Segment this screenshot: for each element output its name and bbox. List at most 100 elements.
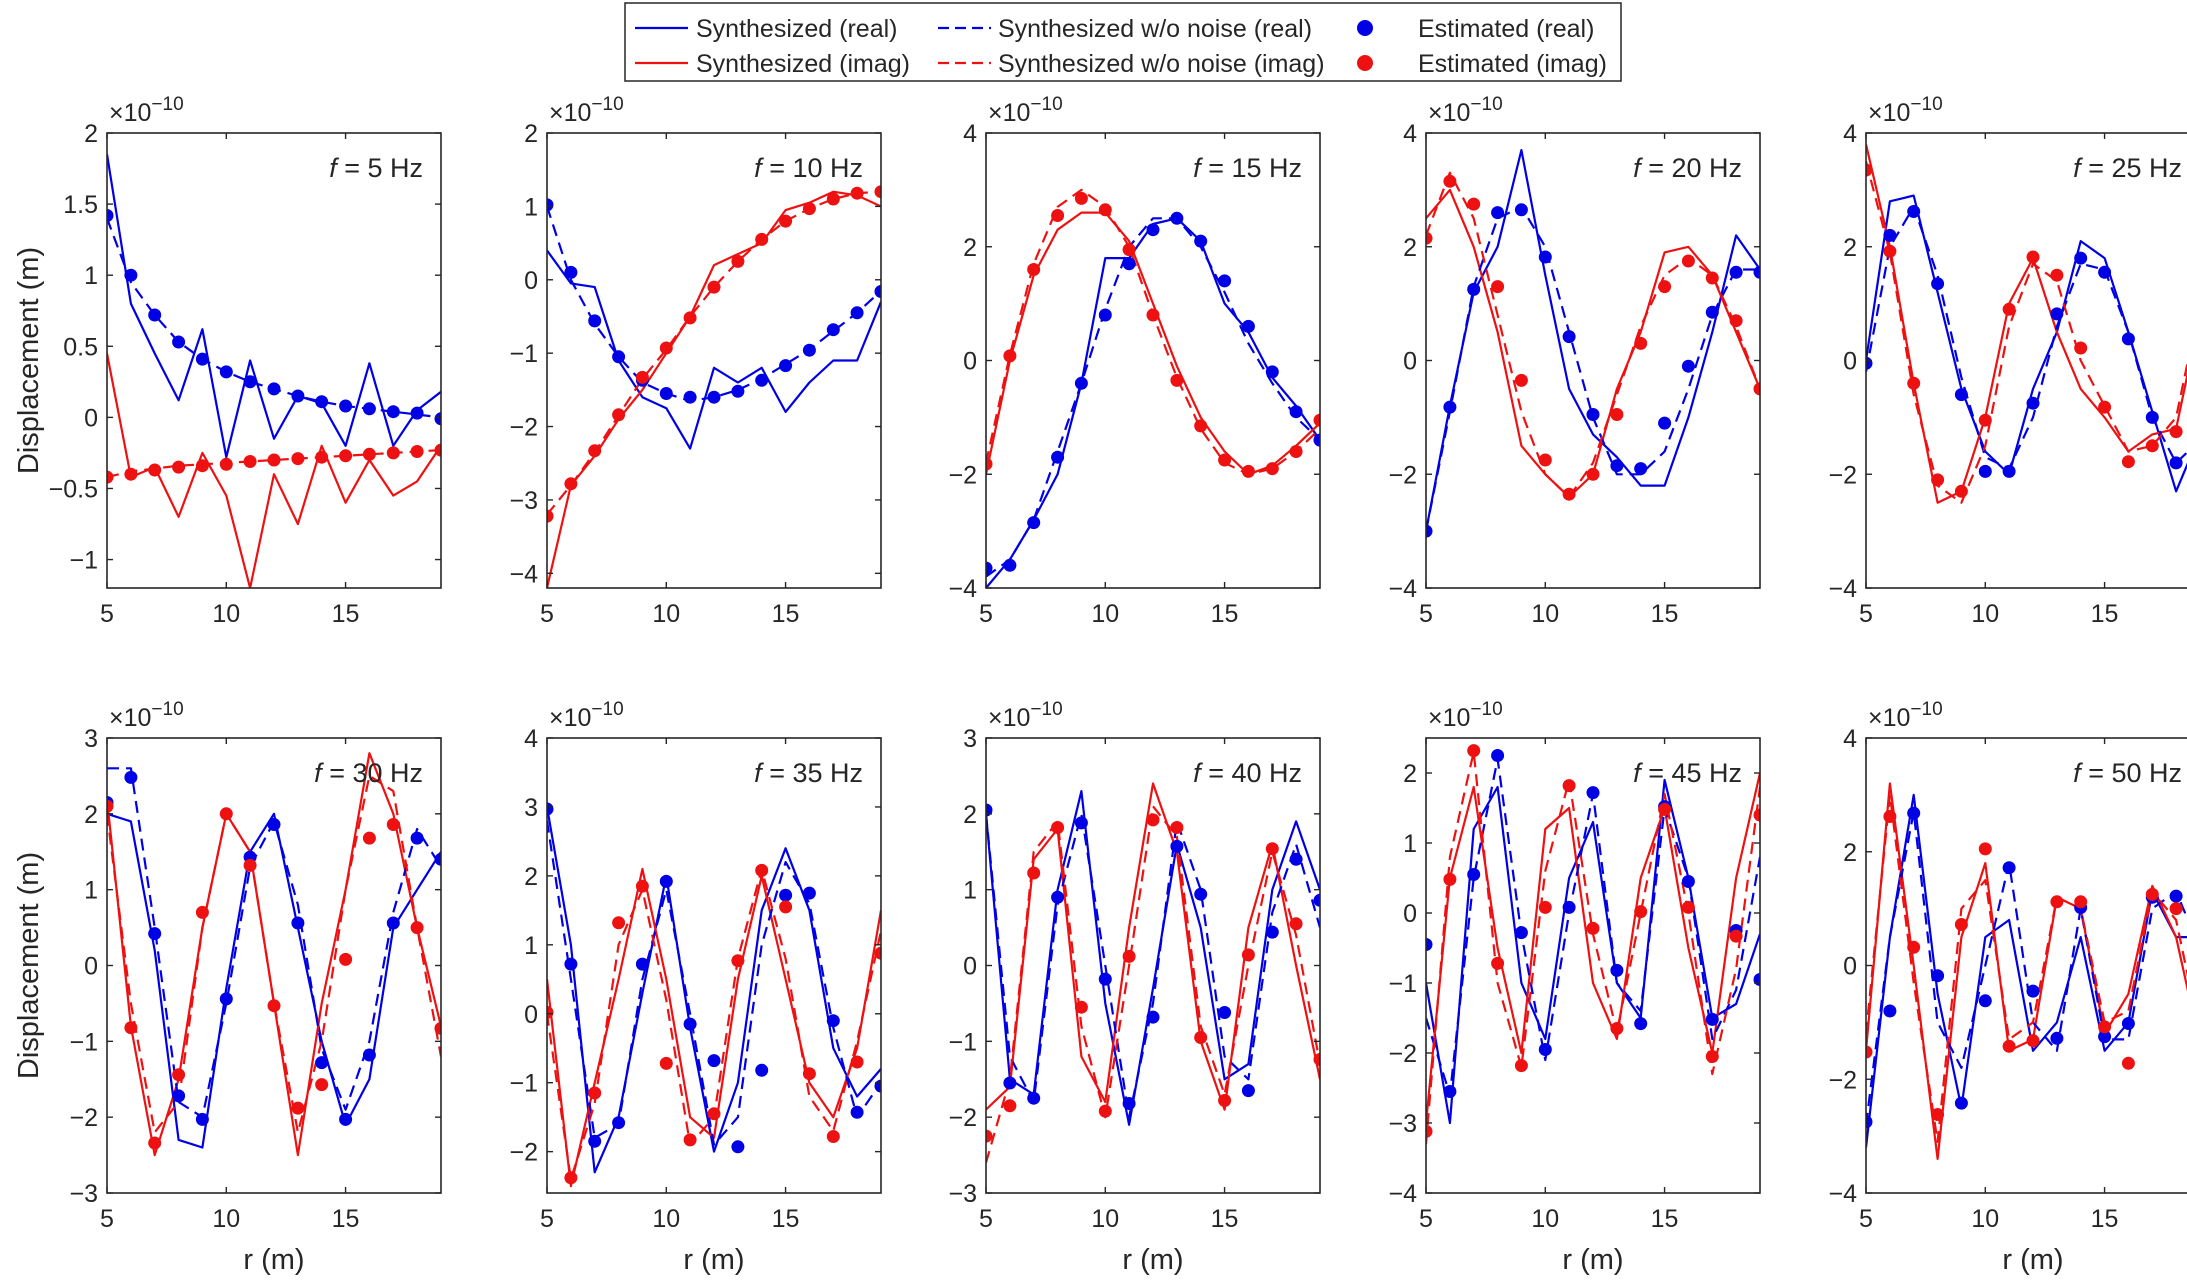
panel-title: f = 40 Hz	[1193, 758, 1302, 788]
series-clean-imag	[986, 805, 1320, 1164]
legend: Synthesized (real) Synthesized (imag) Sy…	[624, 2, 1622, 82]
point-est-imag	[386, 818, 400, 831]
point-est-real	[1866, 1115, 1873, 1129]
point-est-real	[1194, 234, 1208, 248]
point-est-real	[2098, 265, 2112, 279]
point-est-real	[267, 818, 281, 831]
point-est-real	[1491, 206, 1505, 220]
panel-4: −4 −2 0 2 4 5 10 15 ×10−10 f = 20 Hz	[1388, 94, 1761, 628]
point-est-imag	[1491, 956, 1505, 970]
point-est-imag	[635, 879, 649, 893]
point-est-imag	[195, 459, 209, 473]
point-est-imag	[547, 509, 554, 523]
point-est-imag	[1313, 413, 1320, 427]
y-tick-label: −1	[69, 1028, 98, 1056]
point-est-imag	[683, 311, 697, 325]
point-est-real	[2145, 410, 2159, 424]
point-est-real	[1705, 1012, 1719, 1026]
point-est-real	[1218, 274, 1232, 288]
y-tick-label: 1.5	[63, 191, 98, 219]
point-est-imag	[1027, 866, 1041, 880]
series-synth-real	[107, 812, 441, 1149]
x-tick-label: 10	[212, 1205, 240, 1233]
point-est-imag	[731, 254, 745, 268]
y-tick-label: −4	[1388, 575, 1417, 603]
y-tick-label: −4	[1828, 1180, 1857, 1208]
point-est-real	[1729, 265, 1743, 279]
point-est-real	[2121, 1017, 2135, 1030]
point-est-imag	[1146, 813, 1160, 827]
point-est-imag	[707, 280, 721, 294]
axes-box	[546, 132, 882, 589]
x-axis-label: r (m)	[683, 1244, 744, 1276]
point-est-imag	[315, 450, 329, 464]
point-est-imag	[1443, 872, 1457, 886]
point-est-imag	[1586, 921, 1600, 935]
series-clean-real	[547, 820, 881, 1146]
point-est-imag	[107, 799, 114, 813]
y-tick-label: −3	[948, 1180, 977, 1208]
x-tick-label: 5	[540, 600, 554, 628]
y-tick-label: 3	[963, 725, 977, 753]
point-est-imag	[2121, 455, 2135, 469]
point-est-real	[612, 1116, 626, 1130]
x-axis-label: r (m)	[2002, 1244, 2063, 1276]
y-tick-label: 2	[84, 120, 98, 148]
y-exponent-label: ×10−10	[988, 94, 1063, 127]
point-est-real	[1027, 1091, 1041, 1105]
panel-title: f = 5 Hz	[329, 153, 423, 183]
point-est-imag	[755, 863, 769, 877]
point-est-imag	[1467, 197, 1481, 211]
point-est-real	[410, 831, 424, 845]
point-est-real	[1194, 887, 1208, 901]
y-tick-label: −2	[1388, 1040, 1417, 1068]
point-est-imag	[172, 1068, 186, 1082]
y-tick-label: −1	[509, 340, 538, 368]
point-est-real	[1907, 806, 1921, 820]
point-est-real	[1681, 875, 1695, 888]
point-est-imag	[1467, 744, 1481, 758]
point-est-real	[1634, 1017, 1648, 1031]
y-tick-label: 3	[84, 725, 98, 753]
y-exponent-label: ×10−10	[1428, 94, 1503, 127]
point-est-imag	[1443, 174, 1457, 188]
point-est-imag	[779, 900, 793, 914]
point-est-real	[1491, 749, 1505, 762]
y-exponent-label: ×10−10	[109, 699, 184, 732]
point-est-real	[1313, 433, 1320, 447]
y-tick-label: 0	[524, 1001, 538, 1029]
point-est-real	[1443, 400, 1457, 414]
point-est-imag	[659, 1056, 673, 1070]
y-exponent-label: ×10−10	[1428, 699, 1503, 732]
point-est-imag	[1313, 1053, 1320, 1066]
point-est-real	[124, 268, 138, 282]
series-synth-real	[107, 154, 441, 459]
y-tick-label: 2	[1403, 234, 1417, 262]
point-est-real	[1705, 305, 1719, 319]
point-est-imag	[1218, 1094, 1232, 1107]
point-est-imag	[267, 999, 281, 1013]
point-est-real	[1443, 1085, 1457, 1098]
panel-10: −4 −2 0 2 4 5 10 15 ×10−10 f = 50 Hz r (m)	[1828, 699, 2187, 1276]
x-tick-label: 10	[652, 600, 680, 628]
y-tick-label: 2	[1843, 234, 1857, 262]
axes-box	[1425, 737, 1761, 1194]
point-est-real	[1289, 405, 1303, 419]
point-est-real	[731, 384, 745, 398]
point-est-imag	[195, 905, 209, 919]
point-est-real	[1051, 450, 1065, 464]
point-est-imag	[1170, 821, 1184, 834]
x-tick-label: 10	[1971, 600, 1999, 628]
point-est-imag	[1098, 1104, 1112, 1118]
legend-label-clean-imag: Synthesized w/o noise (imag)	[998, 50, 1325, 78]
point-est-imag	[1491, 280, 1505, 294]
point-est-real	[362, 1048, 376, 1062]
series-clean-real	[986, 217, 1320, 578]
point-est-imag	[1658, 802, 1672, 816]
point-est-real	[850, 306, 864, 320]
panel-7: −2 −1 0 1 2 3 4 5 10 15 ×10−10 f = 35 Hz r (m)	[509, 699, 882, 1276]
point-est-imag	[683, 1133, 697, 1147]
point-est-real	[2169, 889, 2183, 903]
y-tick-label: 0	[963, 953, 977, 981]
x-tick-label: 5	[100, 600, 114, 628]
